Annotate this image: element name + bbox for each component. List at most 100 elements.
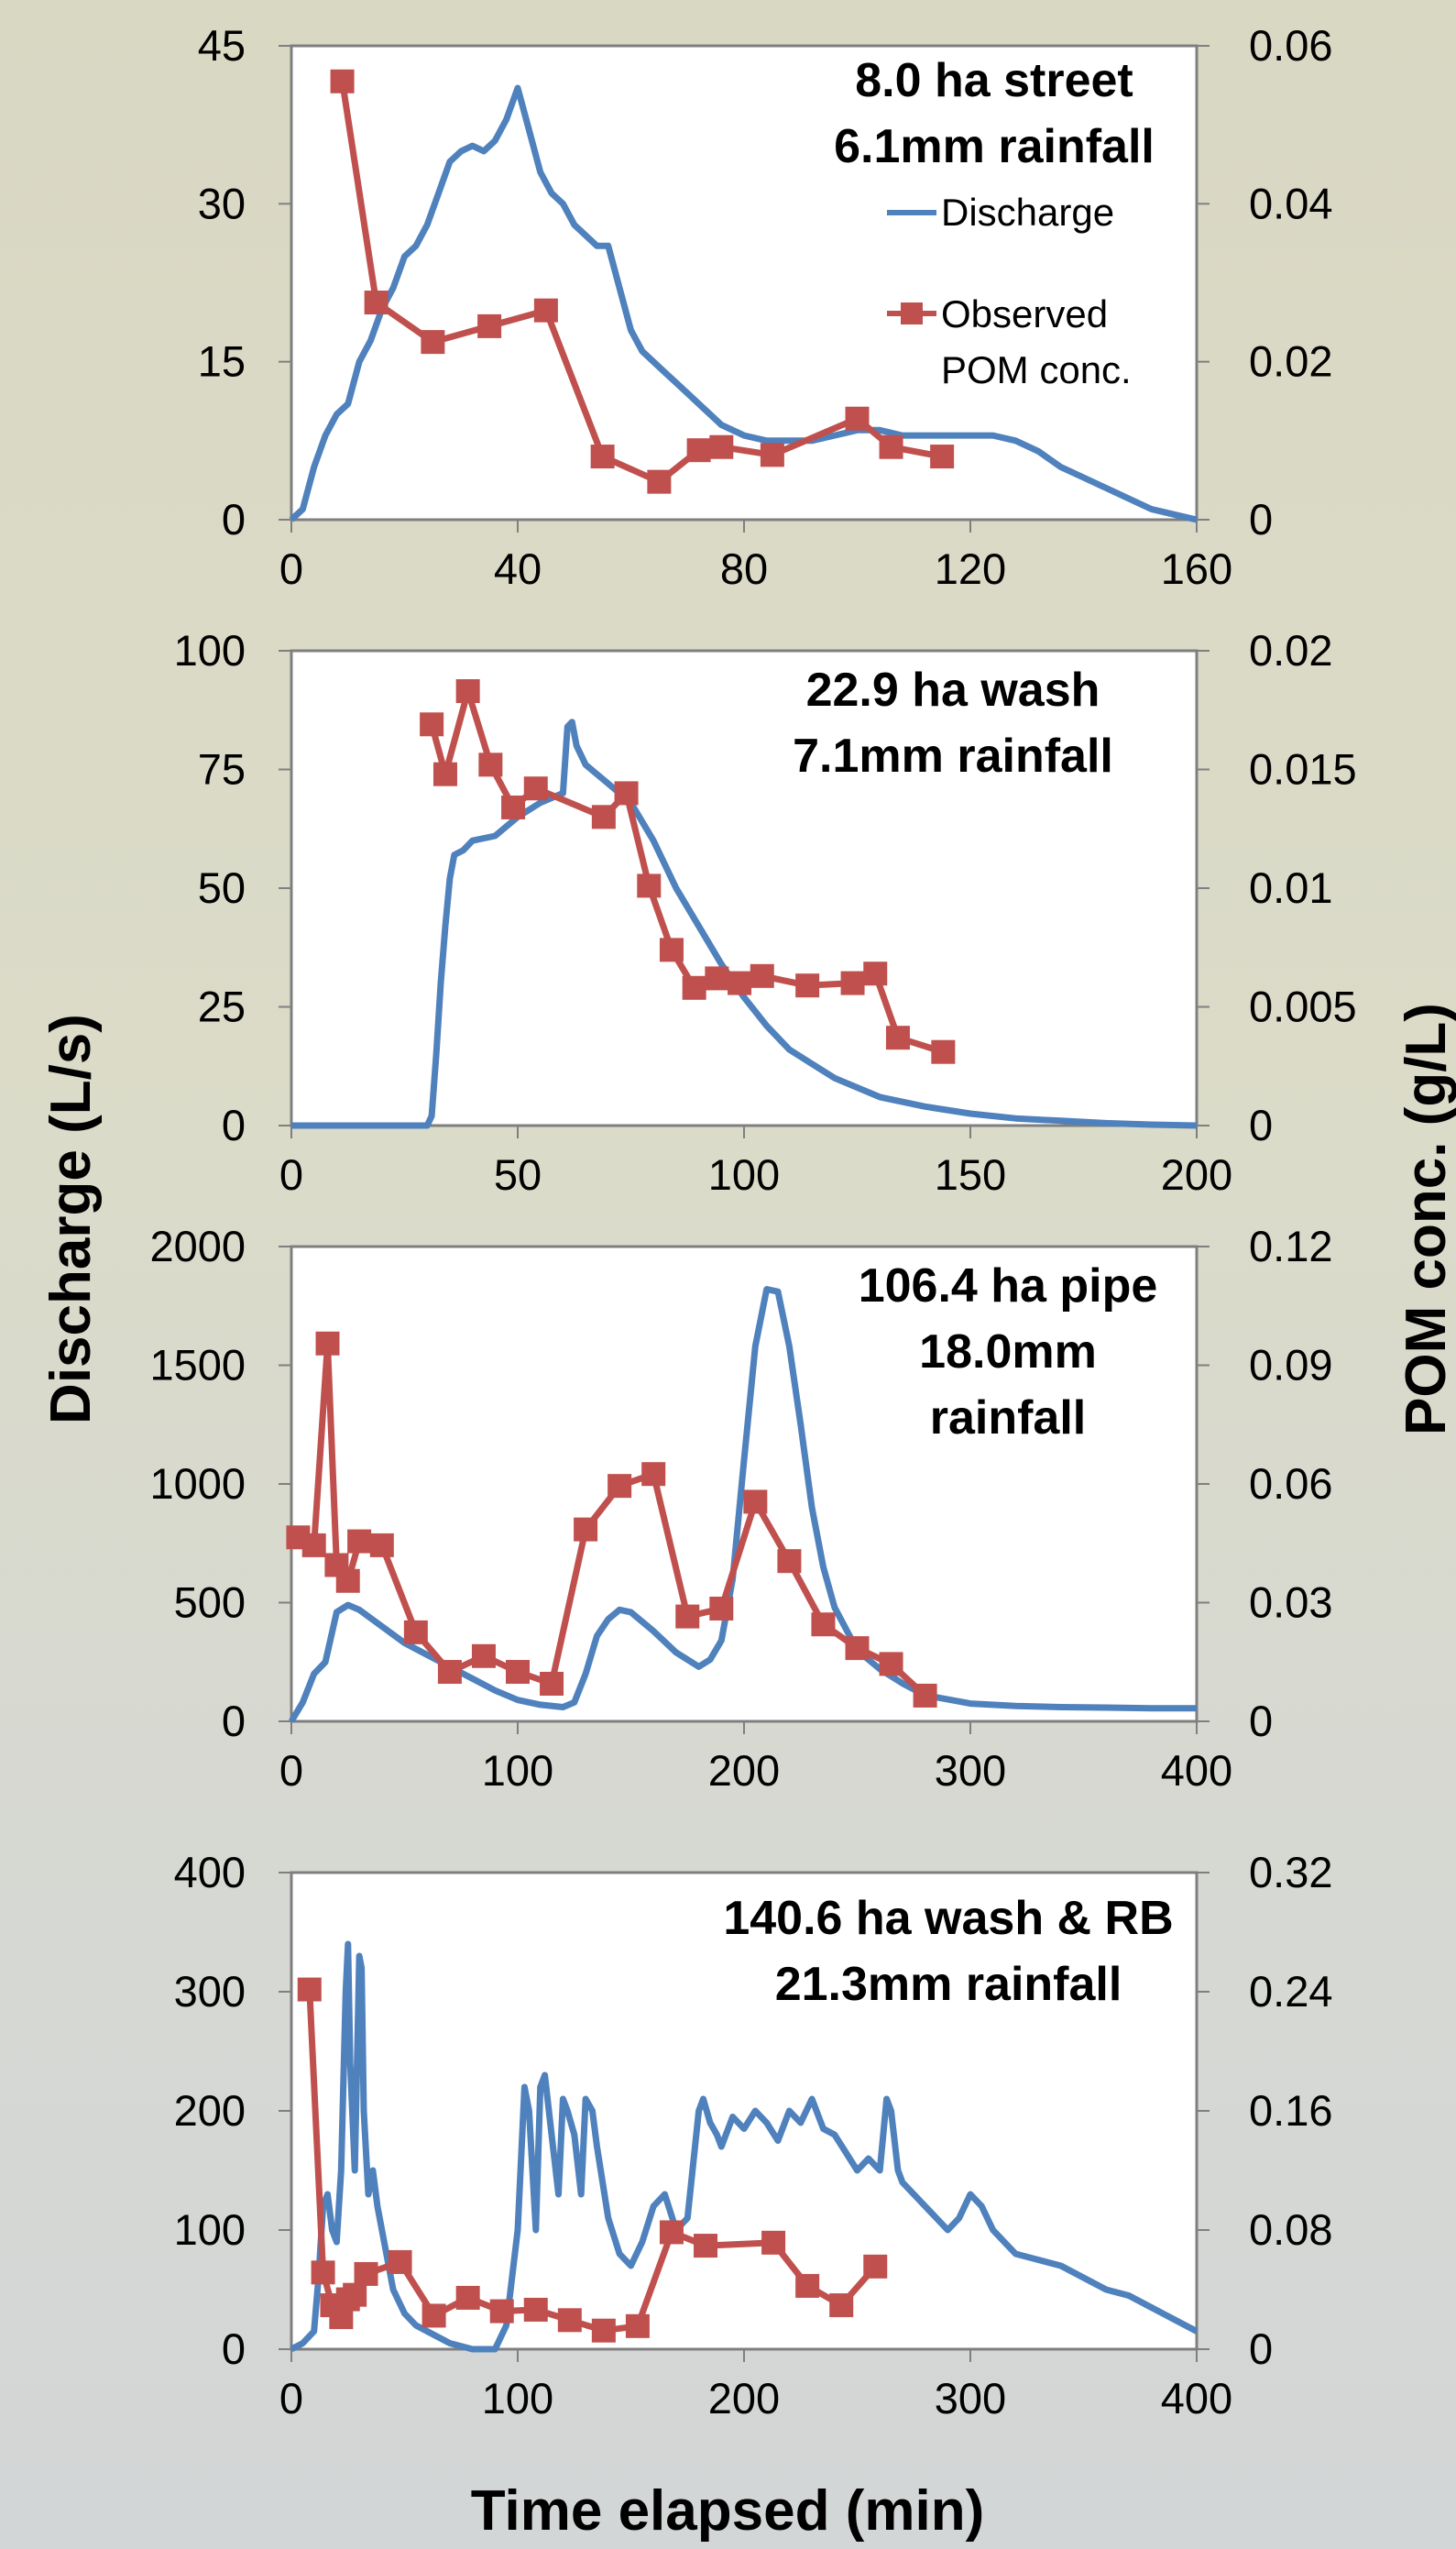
pom-data-point	[879, 1652, 903, 1676]
pom-data-point	[369, 1533, 394, 1557]
pom-data-point	[614, 781, 639, 806]
panel-annotation-line: 7.1mm rainfall	[793, 730, 1113, 783]
pom-data-point	[750, 963, 774, 988]
right-axis-title: POM conc. (g/L)	[1395, 1003, 1456, 1435]
panel-annotation-line: 6.1mm rainfall	[834, 120, 1155, 173]
pom-data-point	[709, 1596, 734, 1621]
x-tick-label: 0	[279, 2374, 303, 2423]
pom-data-point	[659, 938, 684, 962]
pom-data-point	[777, 1549, 802, 1574]
y-right-tick-label: 0.06	[1249, 21, 1332, 70]
y-left-tick-label: 45	[198, 21, 246, 70]
pom-data-point	[343, 2282, 367, 2307]
chart-panel-3: 0 100 200 300 400 0 500 1000 1500 2000 0 0.03 0.06 0.…	[149, 1222, 1332, 1795]
x-tick-label: 400	[1161, 1746, 1232, 1795]
pom-data-point	[705, 966, 729, 991]
pom-data-point	[709, 434, 734, 459]
y-right-tick-label: 0.32	[1249, 1848, 1332, 1896]
pom-data-point	[591, 2318, 616, 2343]
pom-data-point	[388, 2249, 412, 2274]
pom-data-point	[420, 712, 444, 737]
y-right-tick-label: 0.01	[1249, 863, 1332, 912]
y-left-tick-label: 15	[198, 337, 246, 386]
pom-data-point	[931, 1039, 956, 1064]
x-tick-label: 50	[494, 1150, 542, 1199]
pom-data-point	[625, 2313, 650, 2338]
y-right-tick-label: 0.12	[1249, 1222, 1332, 1270]
x-tick-label: 200	[708, 1746, 780, 1795]
pom-data-point	[330, 69, 355, 93]
panel-annotation-line: rainfall	[930, 1391, 1087, 1445]
pom-data-point	[760, 443, 784, 467]
pom-data-point	[686, 438, 711, 463]
y-right-tick-label: 0.24	[1249, 1967, 1332, 2016]
pom-data-point	[301, 1533, 326, 1557]
x-tick-label: 200	[708, 2374, 780, 2423]
y-right-tick-label: 0.16	[1249, 2086, 1332, 2135]
x-tick-label: 400	[1161, 2374, 1232, 2423]
y-left-tick-label: 2000	[149, 1222, 246, 1270]
pom-data-point	[659, 2220, 684, 2245]
pom-data-point	[421, 330, 445, 355]
x-tick-label: 200	[1161, 1150, 1232, 1199]
x-tick-label: 0	[279, 1746, 303, 1795]
x-axis-title: Time elapsed (min)	[471, 2479, 984, 2543]
chart-panel-2: 0 50 100 150 200 0 25 50 75 100 0 0.005 0.01 0.015 0.0…	[174, 626, 1357, 1199]
pom-data-point	[455, 679, 480, 704]
panel-annotation-line: 18.0mm	[919, 1325, 1097, 1379]
pom-data-point	[403, 1620, 428, 1644]
y-right-tick-label: 0.005	[1249, 983, 1357, 1031]
y-left-tick-label: 1000	[149, 1459, 246, 1508]
pom-data-point	[523, 776, 548, 801]
pom-data-point	[315, 1331, 340, 1356]
pom-data-point	[811, 1612, 836, 1637]
x-tick-label: 40	[494, 544, 542, 593]
pom-data-point	[347, 1529, 372, 1554]
panel-annotation-line: 22.9 ha wash	[806, 664, 1100, 717]
y-left-tick-label: 500	[174, 1578, 246, 1627]
pom-data-point	[840, 971, 865, 995]
pom-data-point	[608, 1474, 632, 1499]
pom-data-point	[437, 1660, 462, 1685]
y-right-tick-label: 0.09	[1249, 1341, 1332, 1390]
pom-data-point	[574, 1517, 598, 1542]
y-right-tick-label: 0.015	[1249, 745, 1357, 794]
pom-data-point	[477, 313, 502, 338]
legend-observed-marker	[901, 302, 923, 324]
y-left-tick-label: 50	[198, 863, 246, 912]
discharge-series-line	[291, 719, 1198, 1129]
y-left-tick-label: 0	[222, 1697, 246, 1745]
y-left-tick-label: 25	[198, 983, 246, 1031]
pom-data-point	[591, 805, 616, 830]
chart-panel-1: 0 40 80 120 160 0 15 30 45 0 0.02 0.04 0.06 8.0 ha st…	[198, 21, 1333, 593]
y-left-tick-label: 400	[174, 1848, 246, 1896]
y-right-tick-label: 0.02	[1249, 337, 1332, 386]
pom-data-point	[637, 873, 662, 898]
pom-data-point	[647, 469, 672, 494]
pom-data-point	[335, 1568, 360, 1593]
pom-data-point	[471, 1643, 496, 1668]
y-right-tick-label: 0.02	[1249, 626, 1332, 675]
y-right-tick-label: 0.06	[1249, 1459, 1332, 1508]
plot-area	[290, 44, 1199, 522]
y-left-tick-label: 0	[222, 2324, 246, 2373]
legend-observed-label-line1: Observed	[941, 292, 1108, 335]
pom-data-point	[845, 406, 870, 431]
pom-data-point	[523, 2297, 548, 2322]
pom-data-point	[795, 2273, 820, 2298]
pom-data-point	[421, 2303, 446, 2328]
y-right-tick-label: 0	[1249, 1101, 1273, 1149]
y-right-tick-label: 0.04	[1249, 179, 1332, 227]
panel-annotation-line: 8.0 ha street	[855, 54, 1133, 107]
x-tick-label: 120	[935, 544, 1006, 593]
x-tick-label: 100	[482, 2374, 553, 2423]
y-right-tick-label: 0.03	[1249, 1578, 1332, 1627]
pom-data-point	[879, 434, 903, 459]
x-tick-label: 100	[708, 1150, 780, 1199]
pom-data-point	[863, 961, 888, 986]
pom-data-point	[533, 298, 558, 323]
y-left-tick-label: 200	[174, 2086, 246, 2135]
y-left-tick-label: 1500	[149, 1341, 246, 1390]
pom-data-point	[455, 2285, 480, 2310]
